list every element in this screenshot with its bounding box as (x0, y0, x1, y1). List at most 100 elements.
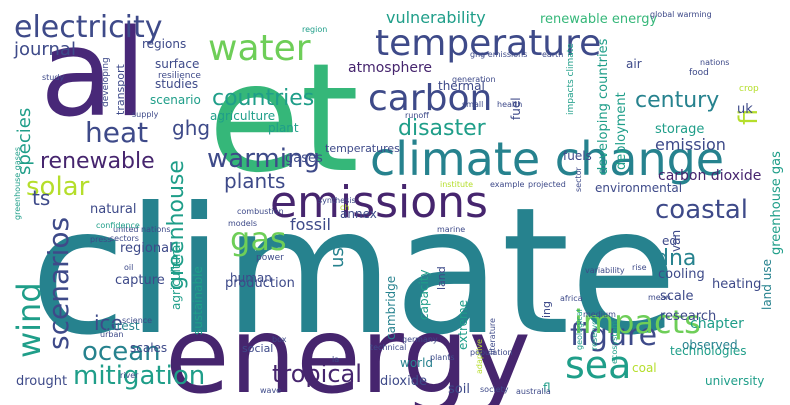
word-plants: plants (430, 353, 455, 362)
word-projected: projected (528, 180, 566, 189)
word-solar: solar (26, 172, 90, 202)
word-earth: earth (542, 50, 563, 59)
word-united-nations: united nations (113, 225, 171, 234)
word-temperatures: temperatures (325, 142, 400, 155)
word-adaptive: adaptive (475, 339, 484, 374)
word-nations: nations (700, 58, 729, 67)
word-environmental: environmental (595, 181, 682, 195)
word-greenhouse: greenhouse (164, 160, 189, 290)
word-capacity: capacity (417, 269, 431, 320)
word-press: press (90, 235, 111, 244)
word-uk: uk (737, 102, 753, 117)
word-vulnerability: vulnerability (386, 8, 486, 27)
word-population: population (470, 348, 513, 357)
word-social: social (242, 342, 273, 355)
word-urban: urban (100, 330, 123, 339)
word-natural: natural (90, 202, 136, 217)
word-region: region (302, 25, 327, 34)
word-literature: literature (488, 318, 497, 355)
word-electricity: electricity (14, 10, 163, 45)
word-impacts: impacts (574, 303, 701, 341)
word-germany: germany (402, 335, 438, 344)
word-greenhouse-gas: greenhouse gas (769, 151, 784, 255)
word-ghg-emissions: ghg emissions (470, 50, 527, 59)
word-wave: wave (260, 386, 281, 395)
word-sustainable: sustainable (191, 266, 205, 335)
word-air: air (626, 57, 642, 71)
word-oil: oil (124, 263, 133, 272)
word-deployment: deployment (614, 92, 629, 170)
word-fuels: fuels (563, 149, 592, 163)
word-carbon-dioxide: carbon dioxide (658, 168, 761, 184)
word-plants: plants (224, 169, 285, 193)
word-human: human (230, 271, 272, 285)
word-et: et (208, 32, 359, 206)
word-emission: emission (655, 135, 726, 154)
word-gases: gases (285, 151, 323, 166)
word-technologies: technologies (670, 344, 747, 358)
word-fi: fi (734, 109, 764, 125)
word-combustion: combustion (237, 207, 284, 216)
word-fuel: fuel (509, 97, 523, 120)
word-mitigation: mitigation (73, 361, 205, 391)
word-study: study (42, 73, 64, 82)
word-institute: institute (440, 180, 473, 189)
word-ts: ts (32, 186, 50, 210)
word-coastal: coastal (655, 195, 748, 225)
word-atmosphere: atmosphere (348, 60, 432, 76)
word-van: van (669, 230, 683, 252)
word-university: university (705, 374, 764, 388)
word-warming: warming (207, 144, 320, 174)
word-food: food (689, 68, 709, 78)
word-renewable: renewable (40, 149, 155, 174)
word-land: land (435, 266, 448, 290)
word-models: models (228, 219, 257, 228)
word-river: river (120, 371, 139, 380)
word-synthesis: synthesis (318, 196, 356, 205)
word-small: small (462, 100, 483, 109)
word-plant: plant (268, 121, 299, 135)
word-ecosystem: ecosystem (610, 321, 619, 364)
word-cooling: cooling (658, 267, 705, 282)
word-la: la (332, 355, 339, 364)
word-extreme: extreme (456, 300, 470, 350)
word-species: species (14, 108, 35, 175)
word-regions: regions (142, 37, 186, 51)
word-sea: sea (565, 343, 631, 387)
word-cambridge: cambridge (384, 276, 398, 340)
word-sectors: sectors (110, 234, 139, 243)
word-climate: climate (30, 171, 677, 374)
word-century: century (635, 88, 719, 113)
word-soil: soil (448, 382, 470, 397)
word-supply: supply (132, 110, 159, 119)
word-scenarios: scenarios (42, 217, 75, 350)
word-ch: ch (340, 203, 349, 212)
word-heat: heat (85, 116, 148, 149)
word-forest: forest (105, 319, 140, 333)
word-runoff: runoff (405, 111, 429, 120)
word-annex: annex (340, 207, 377, 221)
word-variability: variability (585, 266, 625, 275)
word-reservoir: reservoir (590, 314, 599, 350)
word-agricultural: agricultural (169, 241, 183, 310)
word-sector: sector (574, 166, 583, 192)
word-surface: surface (155, 57, 199, 71)
word-greenhouse-gases: greenhouse gases (13, 147, 22, 220)
word-capture: capture (115, 273, 165, 288)
word-regional: regional (120, 241, 173, 256)
word-transport: transport (114, 63, 127, 115)
word-journal: journal (13, 39, 76, 60)
word-heating: heating (712, 277, 761, 292)
word-ice: ice (94, 311, 123, 335)
word-example: example (490, 180, 525, 189)
word-gas: gas (230, 220, 287, 258)
word-scales: scales (130, 341, 167, 355)
word-ing: ing (540, 301, 553, 318)
word-resilience: resilience (158, 71, 201, 81)
word-renewable-energy: renewable energy (540, 12, 657, 27)
word-usa: usa (327, 236, 348, 268)
word-health: health (497, 100, 522, 109)
word-rise: rise (632, 263, 647, 272)
word-society: society (480, 385, 509, 394)
